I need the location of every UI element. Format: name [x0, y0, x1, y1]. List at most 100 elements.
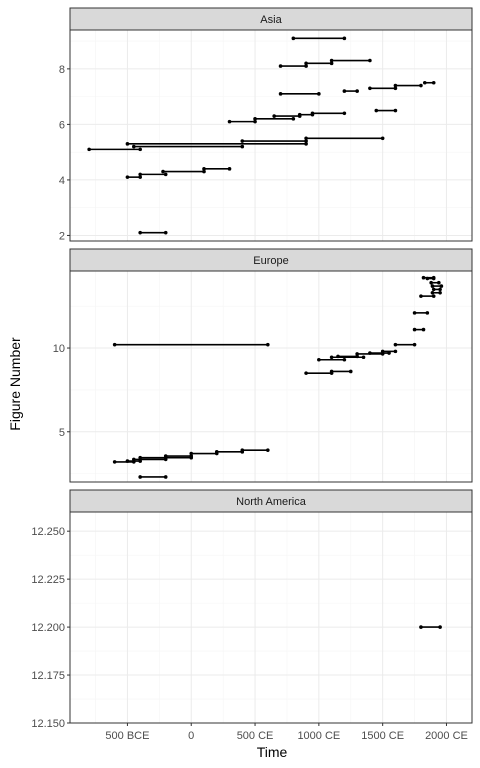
- segment-end-point: [355, 89, 359, 93]
- segment-end-point: [438, 625, 442, 629]
- segment-start-point: [112, 342, 117, 347]
- segment-end-point: [380, 136, 385, 141]
- y-tick-label: 10: [53, 343, 65, 355]
- segment-end-point: [380, 352, 385, 356]
- segment-end-point: [266, 342, 270, 347]
- segment-end-point: [214, 451, 219, 456]
- segment-end-point: [163, 172, 168, 177]
- segment-end-point: [227, 167, 232, 171]
- segment-start-point: [430, 290, 435, 295]
- segments: [87, 36, 436, 235]
- segment-start-point: [227, 119, 232, 124]
- y-tick-label: 12.225: [31, 574, 65, 586]
- segment-end-point: [291, 117, 296, 121]
- segment-end-point: [419, 83, 423, 88]
- segment-end-point: [266, 448, 270, 452]
- segment-end-point: [329, 371, 334, 375]
- segment-start-point: [329, 58, 334, 63]
- segment-end-point: [421, 327, 426, 332]
- segment-start-point: [419, 625, 423, 629]
- x-tick-label: 500 CE: [237, 730, 274, 742]
- segment-end-point: [393, 108, 398, 113]
- segment-end-point: [368, 58, 372, 63]
- segment-end-point: [393, 86, 398, 91]
- y-tick-label: 12.200: [31, 622, 65, 634]
- segment-start-point: [161, 169, 165, 174]
- segment-end-point: [361, 355, 366, 360]
- segment-start-point: [87, 147, 91, 152]
- x-tick-label: 500 BCE: [105, 730, 149, 742]
- facet-label: Asia: [260, 14, 282, 26]
- segment-start-point: [278, 64, 283, 68]
- segment-start-point: [419, 294, 423, 298]
- segment-end-point: [317, 92, 321, 96]
- segment-start-point: [422, 80, 427, 85]
- segment-start-point: [393, 342, 398, 347]
- segment-end-point: [304, 64, 308, 68]
- segment-end-point: [342, 111, 347, 116]
- segment-end-point: [412, 342, 417, 347]
- segment-start-point: [138, 475, 142, 479]
- segment-end-point: [348, 369, 353, 374]
- segment-start-point: [342, 89, 347, 93]
- y-tick-label: 2: [59, 230, 65, 242]
- segment-end-point: [431, 294, 436, 298]
- segment-start-point: [125, 142, 130, 146]
- segment-end-point: [189, 455, 194, 460]
- segment-end-point: [425, 311, 430, 315]
- segment-start-point: [202, 167, 206, 171]
- segment-start-point: [132, 144, 136, 149]
- panel-border: [69, 270, 473, 483]
- y-tick-label: 8: [59, 64, 65, 76]
- segment-start-point: [272, 114, 276, 118]
- y-tick-label: 5: [59, 427, 65, 439]
- segment-end-point: [202, 169, 206, 174]
- segment-start-point: [374, 108, 379, 113]
- segment-start-point: [421, 275, 426, 280]
- segment-end-point: [138, 459, 142, 463]
- segment-start-point: [430, 284, 435, 288]
- segment-end-point: [438, 287, 442, 292]
- segment-start-point: [425, 276, 430, 281]
- panel-border: [69, 29, 473, 242]
- segment-end-point: [163, 230, 168, 235]
- segment-start-point: [412, 311, 417, 315]
- x-tick-label: 1000 CE: [297, 730, 340, 742]
- segment-end-point: [329, 61, 334, 66]
- segment-end-point: [304, 139, 308, 143]
- segment-start-point: [329, 355, 334, 360]
- x-tick-label: 0: [188, 730, 194, 742]
- segment-start-point: [304, 371, 308, 375]
- segments: [419, 625, 442, 629]
- segment-end-point: [297, 114, 302, 118]
- panels-layer: Asia 2 4 6 8 Europe 5 10 North America 12.150 12.1…: [31, 7, 473, 730]
- segment-start-point: [412, 327, 417, 332]
- segment-start-point: [138, 230, 142, 235]
- segment-end-point: [138, 147, 142, 152]
- panel-north-america: North America 12.150 12.175 12.200 12.225 12.…: [31, 489, 473, 730]
- panel-asia: Asia 2 4 6 8: [59, 7, 473, 242]
- panel-border: [69, 511, 473, 724]
- y-tick-label: 12.150: [31, 718, 65, 730]
- segment-end-point: [163, 475, 168, 479]
- segment-end-point: [393, 349, 398, 354]
- segment-end-point: [240, 144, 245, 149]
- y-tick-label: 6: [59, 119, 65, 131]
- segment-end-point: [138, 175, 142, 179]
- segment-start-point: [278, 92, 283, 96]
- y-tick-label: 12.250: [31, 526, 65, 538]
- segment-start-point: [189, 451, 194, 456]
- segment-end-point: [163, 457, 168, 462]
- segment-start-point: [355, 352, 359, 356]
- y-tick-label: 12.175: [31, 670, 65, 682]
- x-axis: 500 BCE 0 500 CE 1000 CE 1500 CE 2000 CE: [105, 723, 468, 742]
- panel-europe: Europe 5 10: [53, 248, 473, 483]
- segment-start-point: [240, 139, 245, 143]
- segment-end-point: [387, 351, 391, 355]
- segment-start-point: [317, 357, 321, 362]
- facet-label: Europe: [253, 255, 288, 267]
- segment-end-point: [310, 112, 315, 117]
- facet-label: North America: [236, 496, 307, 508]
- segment-end-point: [438, 290, 442, 295]
